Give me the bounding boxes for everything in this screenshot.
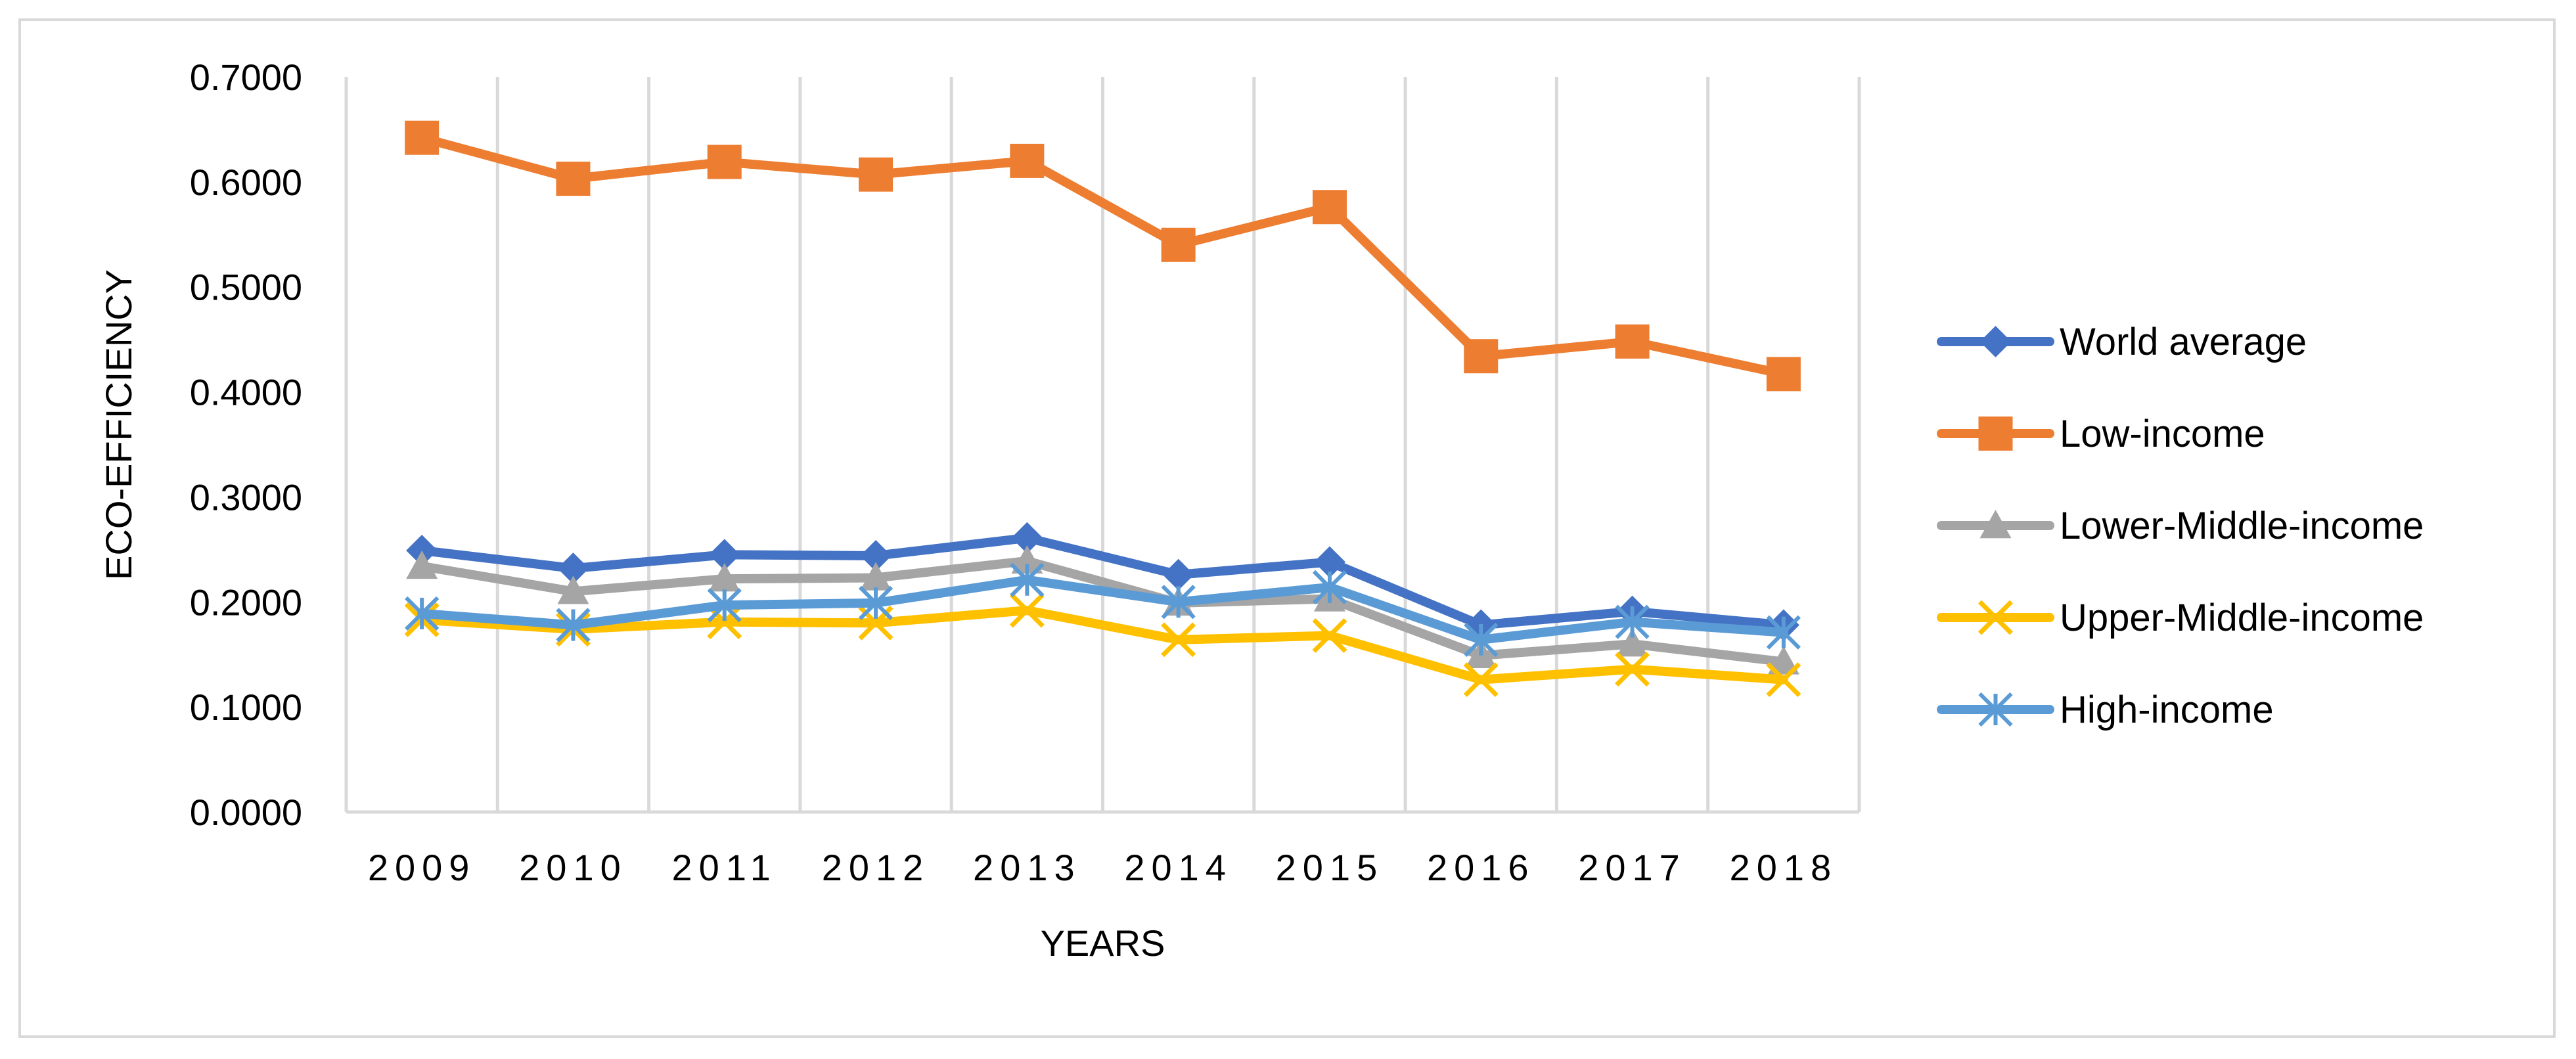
legend-marker	[1979, 510, 2012, 539]
legend-label: World average	[2060, 321, 2307, 363]
data-point-low-income	[707, 145, 742, 179]
data-point-lower-middle-income	[860, 562, 892, 591]
y-tick-label: 0.4000	[190, 372, 302, 413]
data-point-low-income	[859, 157, 893, 192]
legend-item-low-income: Low-income	[1937, 413, 2265, 455]
data-point-high-income	[405, 596, 440, 631]
data-point-lower-middle-income	[557, 575, 589, 604]
y-axis-title: ECO-EFFICIENCY	[98, 269, 139, 580]
data-point-upper-middle-income	[1161, 622, 1196, 658]
data-point-low-income	[1766, 357, 1801, 392]
series-line-low-income	[417, 133, 1788, 379]
series-high-income	[405, 562, 1801, 657]
data-point-high-income	[1615, 604, 1650, 639]
data-point-upper-middle-income	[1463, 662, 1499, 698]
legend: World average Low-income Lower-Middle-inco…	[1937, 321, 2424, 731]
data-point-lower-middle-income	[1616, 628, 1648, 657]
data-point-high-income	[707, 587, 742, 623]
x-tick-label: 2018	[1730, 847, 1838, 888]
data-point-high-income	[1312, 570, 1347, 605]
x-tick-label: 2012	[822, 847, 930, 888]
data-point-low-income	[1161, 227, 1196, 262]
data-point-low-income	[1010, 143, 1045, 178]
x-tick-label: 2011	[672, 847, 777, 888]
data-point-low-income	[1464, 339, 1499, 374]
legend-item-world-average: World average	[1937, 321, 2307, 363]
y-tick-label: 0.7000	[190, 56, 302, 98]
x-tick-label: 2016	[1427, 847, 1535, 888]
x-axis-title: YEARS	[1041, 922, 1165, 964]
legend-item-lower-middle-income: Lower-Middle-income	[1937, 505, 2424, 547]
data-point-low-income	[556, 162, 591, 196]
chart-frame	[18, 18, 2556, 1038]
x-tick-label: 2010	[519, 847, 627, 888]
data-point-low-income	[1312, 190, 1347, 225]
legend-marker	[1978, 692, 2013, 727]
data-point-upper-middle-income	[1009, 593, 1045, 628]
legend-label: Low-income	[2060, 413, 2265, 455]
series-line-world-average	[417, 533, 1788, 630]
data-point-lower-middle-income	[1767, 646, 1799, 675]
x-tick-label: 2015	[1276, 847, 1384, 888]
series-low-income	[405, 120, 1801, 392]
legend-marker	[1978, 417, 2013, 451]
x-axis-ticks: 2009 2010 2011 2012 2013 2014 2015 2016 2017 2018	[368, 847, 1838, 888]
data-point-world-average	[1011, 522, 1043, 554]
y-tick-label: 0.6000	[190, 162, 302, 203]
data-point-low-income	[405, 120, 440, 155]
data-point-high-income	[1010, 562, 1045, 597]
legend-item-upper-middle-income: Upper-Middle-income	[1937, 597, 2424, 639]
data-point-lower-middle-income	[406, 550, 438, 579]
y-tick-label: 0.2000	[190, 581, 302, 623]
x-tick-label: 2013	[973, 847, 1081, 888]
legend-item-high-income: High-income	[1937, 688, 2274, 731]
y-tick-label: 0.5000	[190, 267, 302, 308]
y-tick-label: 0.3000	[190, 476, 302, 518]
x-tick-label: 2014	[1124, 847, 1232, 888]
x-tick-label: 2017	[1578, 847, 1686, 888]
data-point-upper-middle-income	[1766, 662, 1801, 698]
legend-marker	[1979, 326, 2012, 357]
y-tick-label: 0.1000	[190, 687, 302, 728]
data-point-world-average	[557, 552, 589, 585]
data-point-high-income	[556, 608, 591, 642]
data-point-lower-middle-income	[708, 563, 740, 592]
data-point-lower-middle-income	[1011, 545, 1043, 574]
data-point-high-income	[1464, 622, 1499, 657]
series-line-lower-middle-income	[417, 556, 1788, 667]
data-point-world-average	[708, 539, 740, 571]
data-point-world-average	[1162, 558, 1194, 591]
data-point-world-average	[860, 539, 892, 572]
data-point-world-average	[1313, 546, 1345, 578]
series-line-high-income	[417, 575, 1788, 644]
y-tick-label: 0.0000	[190, 792, 302, 833]
legend-marker	[1978, 600, 2013, 635]
data-point-low-income	[1615, 324, 1650, 359]
grid	[344, 77, 1861, 812]
legend-label: High-income	[2060, 688, 2274, 731]
legend-label: Upper-Middle-income	[2060, 597, 2424, 639]
data-point-high-income	[1161, 585, 1196, 620]
series-line-upper-middle-income	[417, 606, 1788, 685]
series	[404, 120, 1801, 698]
y-axis-ticks: 0.0000 0.1000 0.2000 0.3000 0.4000 0.5000 0.60…	[190, 56, 302, 833]
data-point-high-income	[1766, 615, 1801, 650]
data-point-upper-middle-income	[1615, 652, 1650, 687]
data-point-upper-middle-income	[707, 604, 742, 640]
data-point-upper-middle-income	[1312, 618, 1347, 653]
x-tick-label: 2009	[368, 847, 476, 888]
legend-label: Lower-Middle-income	[2060, 505, 2424, 547]
data-point-high-income	[858, 585, 893, 621]
